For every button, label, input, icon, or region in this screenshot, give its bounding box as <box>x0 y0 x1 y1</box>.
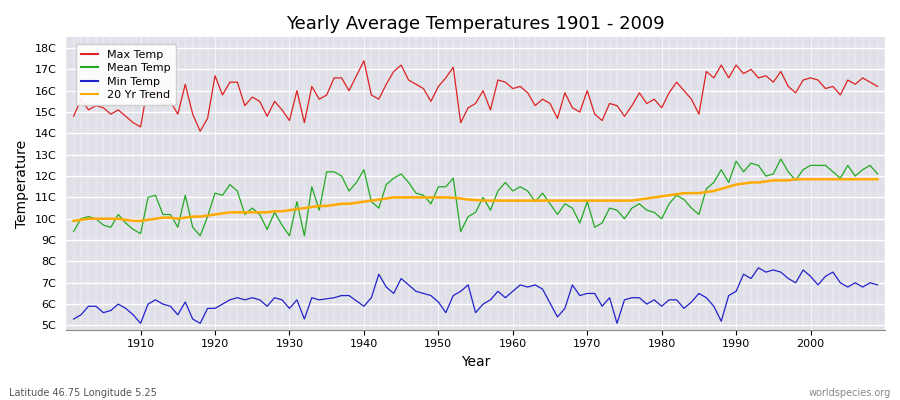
Y-axis label: Temperature: Temperature <box>15 140 29 228</box>
Legend: Max Temp, Mean Temp, Min Temp, 20 Yr Trend: Max Temp, Mean Temp, Min Temp, 20 Yr Tre… <box>76 44 176 106</box>
X-axis label: Year: Year <box>461 355 491 369</box>
Text: Latitude 46.75 Longitude 5.25: Latitude 46.75 Longitude 5.25 <box>9 388 157 398</box>
Text: worldspecies.org: worldspecies.org <box>809 388 891 398</box>
Title: Yearly Average Temperatures 1901 - 2009: Yearly Average Temperatures 1901 - 2009 <box>286 15 665 33</box>
